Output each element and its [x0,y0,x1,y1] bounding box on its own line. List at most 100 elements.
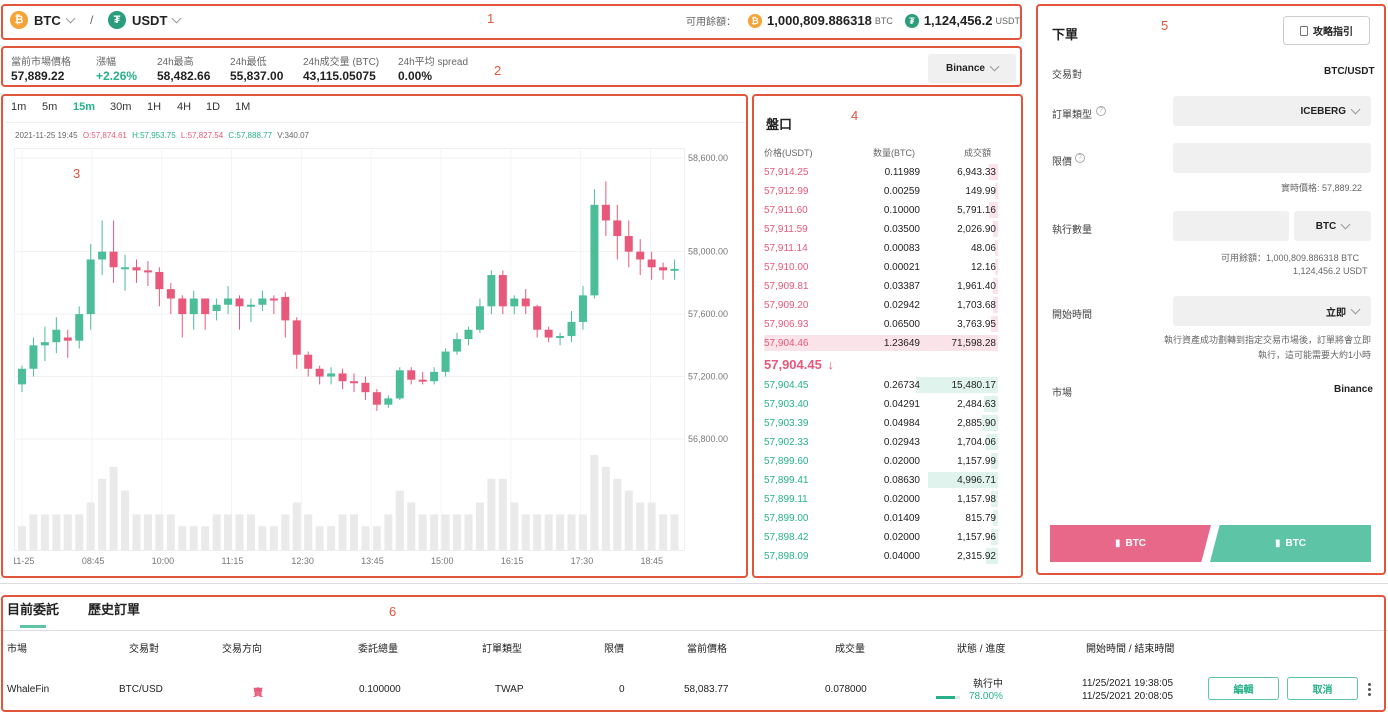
orderbook-price: 57,903.40 [764,399,809,410]
pair-selector-quote[interactable]: ₮ USDT [108,11,182,29]
tab-current-orders[interactable]: 目前委託 [7,602,60,617]
volume-bar [395,490,404,550]
annotation-label: 3 [73,166,81,181]
orderbook-qty: 0.02000 [883,494,920,505]
candle-up [29,345,38,369]
timeframe-tab[interactable]: 1D [206,101,221,113]
orderbook-qty: 1.23649 [883,338,920,349]
orderbook-ask-row[interactable]: 57,910.00 0.00021 12.16 [764,258,998,277]
candle-up [40,342,49,346]
execution-note: 執行資產成功劃轉到指定交易市場後，訂單將會立即執行，這可能需要大約1小時 [1163,335,1371,360]
limit-price-input[interactable] [1173,143,1371,173]
orderbook-total: 2,026.90 [957,224,996,235]
pair-selector-base[interactable]: ₿ BTC [10,11,76,29]
depth-bar [986,548,998,564]
orderbook-ask-row[interactable]: 57,911.60 0.10000 5,791.16 [764,201,998,220]
btc-coin-icon: ₿ [748,13,762,28]
orderbook-ask-row[interactable]: 57,911.59 0.03500 2,026.90 [764,220,998,239]
orderbook-qty: 0.08630 [883,475,920,486]
orderbook-ask-row[interactable]: 57,912.99 0.00259 149.99 [764,182,998,201]
orderbook-bid-row[interactable]: 57,898.42 0.02000 1,157.96 [764,528,998,547]
volume-bar [510,502,519,550]
orderbook-price: 57,909.20 [764,300,809,311]
volume-bar [304,514,313,550]
candle-up [52,329,61,343]
depth-bar [988,164,998,180]
orderbook-bid-row[interactable]: 57,898.09 0.04000 2,315.92 [764,547,998,566]
quantity-unit-select[interactable]: BTC [1294,211,1371,241]
bookmark-icon: ▮ [1274,538,1281,549]
timeframe-tab-active[interactable]: 15m [73,101,96,113]
orderbook-bid-row[interactable]: 57,899.60 0.02000 1,157.99 [764,452,998,471]
timeframe-tab[interactable]: 4H [177,101,192,113]
candle-up [98,251,107,260]
orderbook-ask-row[interactable]: 57,911.14 0.00083 48.06 [764,239,998,258]
volume-bar [327,526,336,550]
orderbook-bid-row[interactable]: 57,899.41 0.08630 4,996.71 [764,471,998,490]
candle-up [670,268,679,271]
cancel-order-button[interactable]: 取消 [1287,677,1358,700]
timeframe-tab[interactable]: 1M [235,101,251,113]
orderbook-total: 4,996.71 [957,475,996,486]
timeframe-tab[interactable]: 1H [147,101,162,113]
ohlc-open: O:57,874.61 [82,131,127,140]
pair-separator: / [90,13,94,27]
quantity-unit-value: BTC [1315,220,1337,232]
volume-bar [556,514,565,550]
volume-bar [86,502,95,550]
col-header-time: 開始時間 / 結束時間 [1086,644,1175,655]
candlestick-chart[interactable]: 58,600.00 58,000.00 57,600.00 57,200.00 56,8… [14,148,734,573]
candle-down [521,298,530,307]
candle-up [441,351,450,372]
ohlc-close: C:57,888.77 [228,131,273,140]
order-type-select[interactable]: ICEBERG [1173,96,1371,126]
more-vertical-icon[interactable] [1365,680,1373,698]
guide-button[interactable]: 攻略指引 [1283,16,1370,45]
buy-button[interactable]: ▮ BTC [1050,525,1211,562]
start-time-select[interactable]: 立即 [1173,296,1371,326]
volume-bar [155,514,164,550]
volume-bar [384,514,393,550]
stat-value: 43,115.05075 [303,69,376,83]
volume-bar [40,514,49,550]
candle-down [372,392,381,405]
orderbook-qty: 0.26734 [883,380,920,391]
orderbook-ask-row[interactable]: 57,909.81 0.03387 1,961.40 [764,277,998,296]
orderbook-qty: 0.02943 [883,437,920,448]
orderbook-ask-row[interactable]: 57,909.20 0.02942 1,703.68 [764,296,998,315]
candle-up [224,298,233,305]
volume-bar [453,514,462,550]
orderbook-bid-row[interactable]: 57,903.40 0.04291 2,484.63 [764,395,998,414]
edit-order-button[interactable]: 編輯 [1208,677,1279,700]
orderbook-bid-row[interactable]: 57,899.11 0.02000 1,157.98 [764,490,998,509]
quote-asset-label: USDT [132,12,168,28]
form-available-line1: 可用餘額：1,000,809.886318 BTC [1221,253,1360,263]
orderbook-qty: 0.00083 [883,243,920,254]
orderbook-bid-row[interactable]: 57,904.45 0.26734 15,480.17 [764,376,998,395]
timeframe-tab[interactable]: 1m [11,101,27,113]
orderbook-bid-row[interactable]: 57,902.33 0.02943 1,704.06 [764,433,998,452]
orderbook-bid-row[interactable]: 57,903.39 0.04984 2,885.90 [764,414,998,433]
orderbook-price: 57,910.00 [764,262,809,273]
candle-up [475,306,484,330]
timeframe-tab[interactable]: 5m [42,101,58,113]
available-balance-label: 可用餘額： [686,17,736,28]
tab-order-history[interactable]: 歷史訂單 [88,602,141,617]
volume-bar [590,455,599,550]
depth-bar [990,316,998,332]
exchange-select[interactable]: Binance [928,54,1016,83]
candle-down [178,298,187,315]
timeframe-tab[interactable]: 30m [110,101,132,113]
order-form-title: 下單 [1052,27,1079,42]
orderbook-ask-row[interactable]: 57,914.25 0.11989 6,943.33 [764,163,998,182]
candle-down [155,271,164,290]
orderbook-ask-row[interactable]: 57,904.46 1.23649 71,598.28 [764,334,998,353]
orderbook-price: 57,899.00 [764,513,809,524]
orderbook-bid-row[interactable]: 57,899.00 0.01409 815.79 [764,509,998,528]
orderbook-price: 57,906.93 [764,319,809,330]
orderbook-ask-row[interactable]: 57,906.93 0.06500 3,763.95 [764,315,998,334]
sell-button[interactable]: ▮ BTC [1210,525,1371,562]
quantity-input[interactable] [1173,211,1289,241]
orderbook-total: 815.79 [965,513,996,524]
y-tick-label: 56,800.00 [688,434,728,444]
